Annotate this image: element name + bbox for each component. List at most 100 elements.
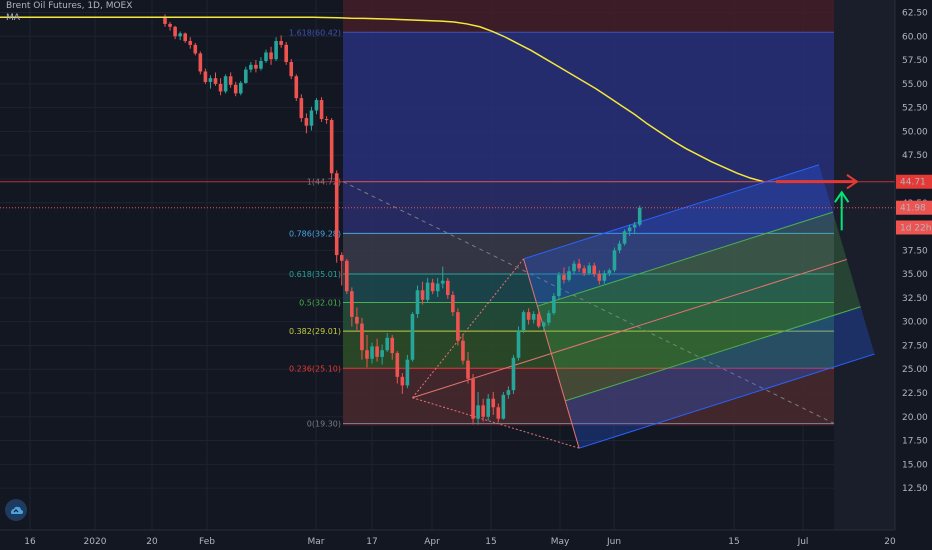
candle — [410, 312, 415, 362]
candle — [259, 57, 263, 71]
candle — [602, 270, 607, 284]
candle-body — [627, 227, 632, 232]
candle-body — [259, 61, 263, 69]
candle — [380, 344, 384, 365]
price-badge-label: 44.71 — [900, 178, 926, 188]
pitchfork-handle — [412, 353, 552, 399]
fib-level-label: 0.382(29.01) — [289, 327, 341, 336]
candle — [173, 25, 177, 40]
candle-body — [324, 119, 329, 121]
ma-indicator-label[interactable]: MA — [6, 13, 20, 23]
candle — [577, 258, 581, 273]
fib-zone-top — [343, 0, 834, 33]
candle — [339, 252, 344, 286]
candle-body — [415, 290, 420, 315]
candle — [334, 170, 339, 263]
candle-body — [506, 390, 511, 395]
fib-zone — [343, 302, 834, 332]
candle — [244, 66, 248, 84]
cloud-icon — [11, 506, 23, 514]
candle — [178, 31, 182, 41]
candle-body — [395, 353, 400, 377]
candle-body — [294, 76, 299, 99]
price-badge — [896, 174, 932, 189]
price-tick-label: 25.00 — [902, 365, 928, 375]
annotations[interactable] — [0, 174, 895, 231]
time-tick-label: 2020 — [84, 537, 107, 547]
fib-level-label: 0.786(39.28) — [289, 229, 341, 238]
fib-level-label: 0.618(35.01) — [289, 270, 341, 279]
price-axis-bg — [895, 0, 932, 550]
candle-body — [375, 346, 379, 357]
candle-body — [390, 337, 395, 354]
candle-body — [501, 394, 506, 419]
candle — [390, 334, 395, 360]
candle-body — [420, 290, 425, 300]
candle-body — [380, 350, 384, 357]
candle — [198, 51, 203, 75]
moving-average — [0, 16, 764, 183]
candle — [355, 307, 359, 332]
candlestick-series — [163, 14, 642, 425]
candle-body — [612, 250, 617, 271]
candle-body — [228, 76, 233, 85]
candle-body — [314, 100, 319, 111]
pitchfork-channel[interactable] — [412, 164, 875, 449]
fib-retracement[interactable]: 1.618(60.42)1(44.72)0.786(39.28)0.618(35… — [289, 0, 895, 530]
candle-body — [410, 314, 415, 360]
candle-body — [254, 64, 258, 69]
pitchfork-arm — [412, 258, 524, 399]
tradingview-logo-icon[interactable] — [5, 499, 27, 521]
candle-body — [188, 41, 193, 45]
price-tick-label: 12.50 — [902, 484, 928, 494]
candle — [552, 293, 556, 315]
candle-body — [435, 283, 440, 292]
pitchfork-band — [565, 306, 875, 449]
price-tick-label: 55.00 — [902, 80, 928, 90]
candle — [294, 74, 299, 101]
price-tick-label: 62.50 — [902, 9, 928, 19]
price-badge — [896, 200, 932, 215]
candle — [309, 106, 314, 131]
time-tick-label: 20 — [146, 537, 158, 547]
candle-body — [163, 17, 167, 24]
candle — [385, 333, 389, 353]
price-axis[interactable]: 62.5060.0057.5055.0052.5050.0047.5045.00… — [894, 0, 932, 550]
candle — [461, 334, 465, 365]
candle — [526, 308, 531, 325]
candle-body — [572, 263, 576, 272]
candle — [562, 267, 566, 284]
time-tick-label: Jul — [797, 537, 809, 547]
candle — [471, 373, 475, 425]
fib-zone — [343, 274, 834, 303]
candle-body — [365, 350, 369, 359]
candle-body — [213, 78, 218, 84]
fib-zone — [343, 32, 834, 182]
ma-line — [0, 16, 764, 183]
candle — [582, 265, 586, 276]
green-arrow — [834, 190, 850, 231]
candle — [319, 97, 324, 122]
candle — [612, 247, 617, 273]
time-axis[interactable]: 16 2020 20 Feb Mar 17 Apr 15 May Jun 15 Jul 20 — [0, 529, 932, 550]
candle — [370, 342, 374, 364]
candle — [405, 354, 410, 389]
candle-body — [511, 357, 516, 391]
symbol-title[interactable]: Brent Oil Futures, 1D, MOEX — [6, 1, 133, 11]
candle-body — [486, 398, 490, 417]
candle-body — [496, 407, 501, 419]
price-tick-label: 27.50 — [902, 341, 928, 351]
chart-legend: Brent Oil Futures, 1D, MOEX MA — [6, 0, 132, 24]
candle — [491, 392, 496, 415]
candle-body — [597, 274, 602, 281]
price-tick-label: 35.00 — [902, 270, 928, 280]
candle — [375, 338, 379, 362]
candle-body — [279, 41, 283, 45]
candle-body — [552, 295, 556, 314]
candle-body — [567, 271, 571, 280]
price-tick-label: 50.00 — [902, 127, 928, 137]
price-tick-label: 60.00 — [902, 32, 928, 42]
candle-body — [274, 41, 278, 60]
candle-body — [481, 405, 485, 417]
